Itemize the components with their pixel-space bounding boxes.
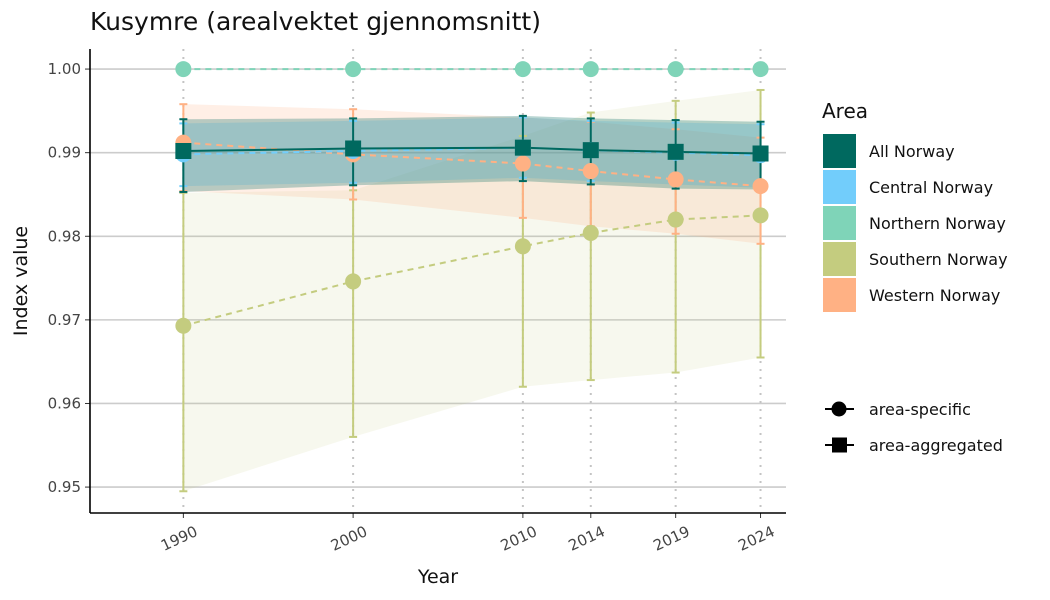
legend-title: Area — [822, 99, 868, 123]
legend-key-northern-norway — [823, 206, 856, 240]
x-tick-label: 2014 — [566, 522, 608, 554]
ribbon-central-norway — [183, 117, 761, 188]
type-legend-label: area-specific — [869, 400, 971, 419]
y-tick-label: 0.96 — [48, 394, 81, 412]
data-point-southern-norway — [175, 317, 192, 334]
legend-label: Central Norway — [869, 178, 993, 197]
data-point-western-norway — [752, 178, 769, 195]
y-tick-label: 0.98 — [48, 227, 81, 245]
legend-key-southern-norway — [823, 242, 856, 276]
data-point-southern-norway — [514, 238, 531, 255]
data-point-all-norway — [582, 142, 599, 159]
type-legend-label: area-aggregated — [869, 436, 1003, 455]
data-point-western-norway — [514, 155, 531, 172]
plot-area: 0.95 0.96 0.97 0.98 0.99 1.00 1990 2000 2010 2014… — [48, 49, 786, 555]
y-tick-label: 0.99 — [48, 144, 81, 162]
y-tick-label: 0.95 — [48, 478, 81, 496]
legend-label: Southern Norway — [869, 250, 1008, 269]
legend-label: Northern Norway — [869, 214, 1006, 233]
legend-key-central-norway — [823, 170, 856, 204]
y-tick-label: 1.00 — [48, 60, 81, 78]
data-point-southern-norway — [667, 211, 684, 228]
legend-key-all-norway — [823, 134, 856, 168]
legend-label: Western Norway — [869, 286, 1000, 305]
x-tick-label: 2024 — [735, 522, 777, 554]
legend: Area All Norway Central Norway Northern No… — [822, 99, 1008, 455]
ribbon-western-norway — [183, 104, 761, 244]
y-axis-title: Index value — [10, 226, 32, 336]
type-legend-circle-key — [831, 401, 847, 417]
data-point-western-norway — [582, 163, 599, 180]
data-point-northern-norway — [582, 61, 599, 78]
x-tick-label: 2000 — [328, 522, 370, 554]
x-axis-title: Year — [417, 566, 458, 588]
series-line-all-norway — [183, 146, 761, 155]
data-point-all-norway — [175, 142, 192, 159]
data-point-southern-norway — [752, 207, 769, 224]
data-point-southern-norway — [345, 273, 362, 290]
x-tick-label: 1990 — [158, 522, 200, 554]
x-tick-label: 2010 — [498, 522, 540, 554]
data-point-northern-norway — [175, 61, 192, 78]
y-tick-label: 0.97 — [48, 311, 81, 329]
x-tick-label: 2019 — [650, 522, 692, 554]
ribbon-southern-norway — [183, 89, 761, 492]
legend-label: All Norway — [869, 142, 955, 161]
chart-title: Kusymre (arealvektet gjennomsnitt) — [90, 7, 541, 36]
data-point-northern-norway — [345, 61, 362, 78]
legend-key-western-norway — [823, 278, 856, 312]
data-point-all-norway — [752, 145, 769, 162]
data-point-all-norway — [514, 139, 531, 156]
type-legend-square-key — [832, 437, 847, 453]
series-line-western-norway — [183, 141, 761, 188]
series-line-southern-norway — [183, 214, 761, 327]
data-point-northern-norway — [514, 61, 531, 78]
data-point-northern-norway — [752, 61, 769, 78]
data-point-all-norway — [345, 140, 362, 157]
data-point-western-norway — [667, 171, 684, 188]
data-point-southern-norway — [582, 224, 599, 241]
data-point-all-norway — [667, 143, 684, 160]
data-point-northern-norway — [667, 61, 684, 78]
